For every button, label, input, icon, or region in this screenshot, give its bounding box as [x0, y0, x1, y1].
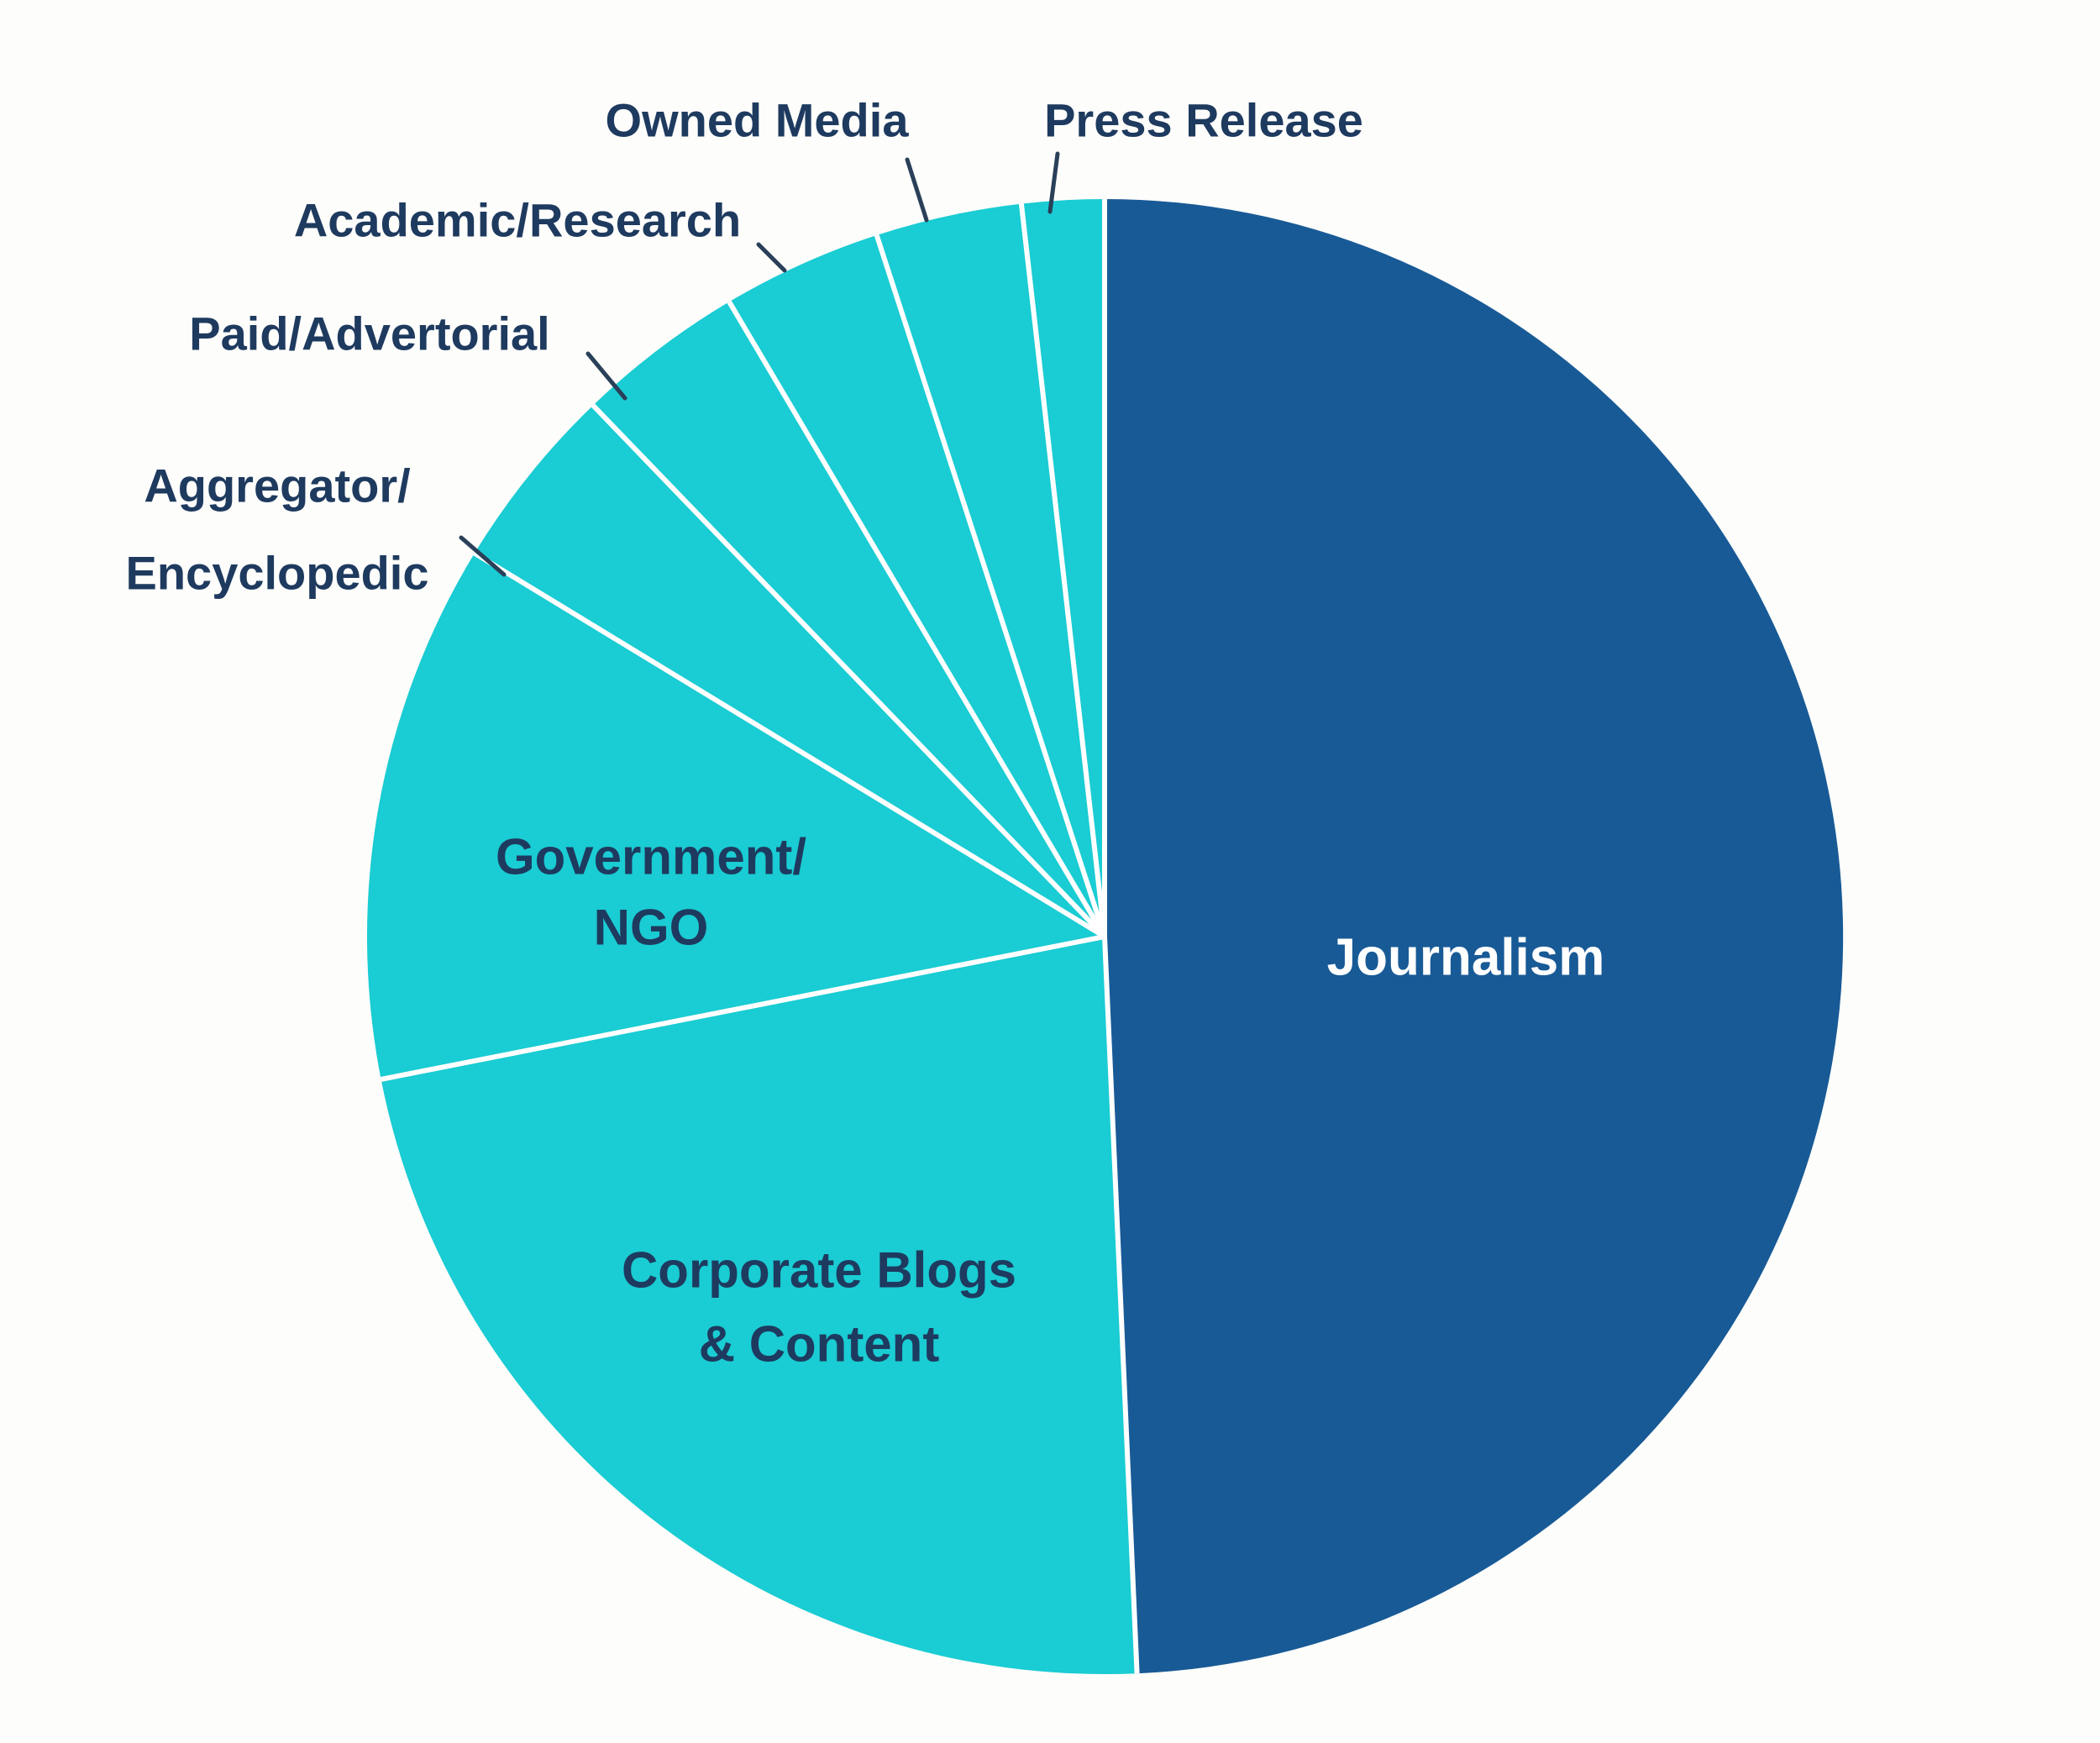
- slice-label-journalism: Journalism: [1327, 929, 1605, 987]
- leader-line-owned-media: [905, 157, 929, 223]
- slice-label-academic-research: Academic/Research: [294, 194, 741, 247]
- slice-separator-7: [1018, 203, 1107, 937]
- slice-label-corporate-blogs-content-line2: & Content: [699, 1316, 940, 1373]
- slice-separator-1: [1102, 936, 1140, 1674]
- slice-label-aggregator-encyclopedic-line2: Encyclopedic: [125, 547, 428, 600]
- pie-slice-government-ngo: [366, 553, 1105, 1079]
- slice-separator-4: [591, 403, 1107, 939]
- slice-label-corporate-blogs-content-line1: Corporate Blogs: [622, 1242, 1016, 1299]
- pie-slice-paid-advertorial: [593, 302, 1105, 937]
- pie-slice-aggregator-encyclopedic: [474, 405, 1105, 937]
- slice-separator-5: [727, 300, 1107, 938]
- pie-slice-journalism: [1105, 198, 1844, 1674]
- slice-label-government-ngo-line2: NGO: [594, 900, 709, 956]
- pie-slice-academic-research: [729, 235, 1105, 937]
- leader-line-academic-research: [756, 242, 787, 273]
- slice-separator-3: [473, 551, 1106, 939]
- pie-slice-corporate-blogs-content: [381, 937, 1137, 1675]
- slice-label-government-ngo-line1: Government/: [496, 829, 806, 885]
- slice-label-aggregator-encyclopedic-line1: Aggregator/: [144, 459, 411, 512]
- slice-label-owned-media: Owned Media: [606, 94, 910, 147]
- leader-line-paid-advertorial: [585, 351, 627, 401]
- slice-separator-2: [381, 934, 1105, 1082]
- slice-label-press-release: Press Release: [1044, 94, 1363, 147]
- slice-separator-6: [874, 234, 1107, 937]
- leader-line-press-release: [1047, 151, 1060, 214]
- leader-line-aggregator-encyclopedic: [459, 535, 507, 577]
- slice-label-paid-advertorial: Paid/Advertorial: [189, 307, 549, 360]
